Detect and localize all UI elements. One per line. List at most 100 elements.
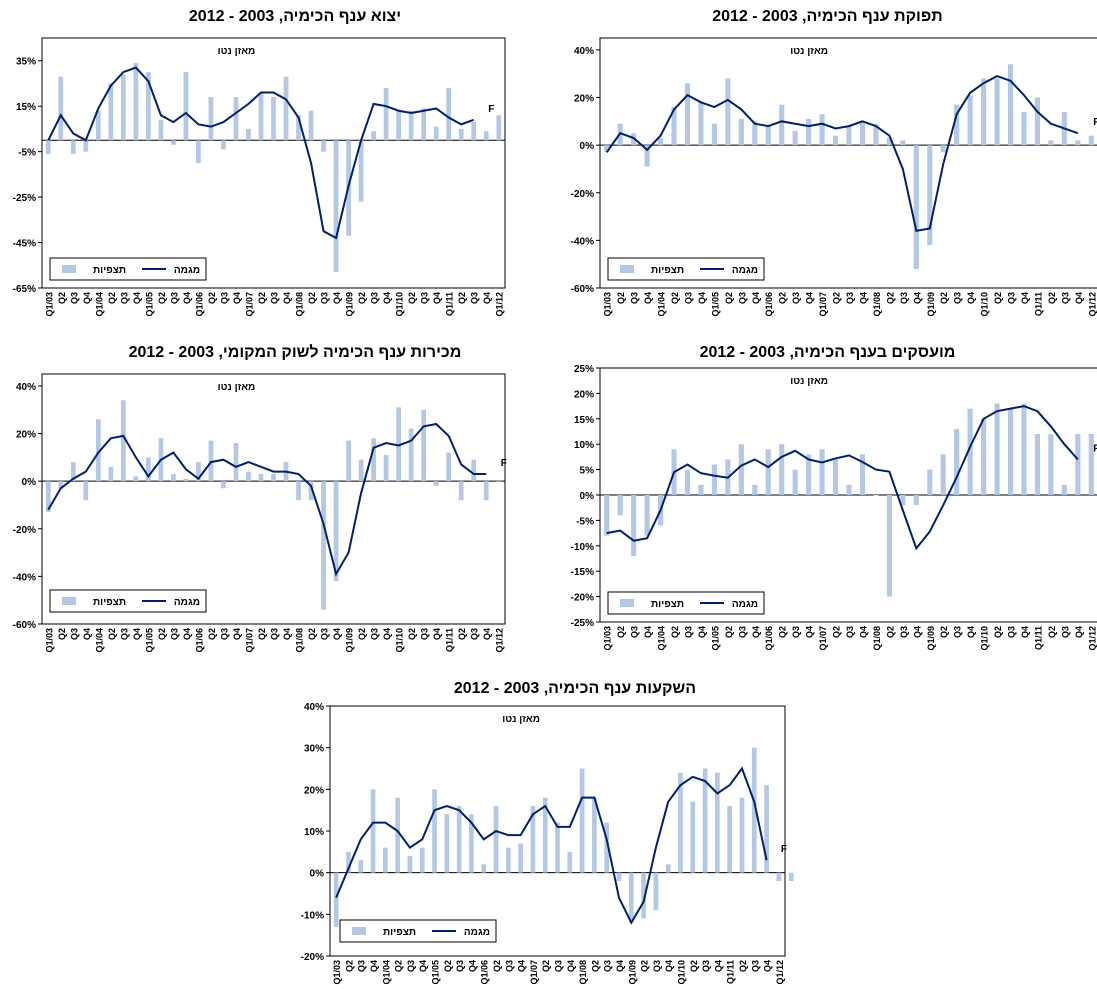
bar	[383, 847, 388, 873]
x-tick-label: Q1/06	[194, 292, 204, 317]
forecast-mark: F	[501, 458, 507, 469]
y-tick-label: -10%	[301, 910, 324, 921]
bar	[371, 438, 376, 482]
bar	[631, 495, 637, 556]
bar	[95, 419, 101, 482]
bar	[271, 474, 276, 482]
y-tick-label: -10%	[571, 542, 594, 553]
bar	[738, 444, 744, 495]
legend-bar-swatch	[352, 927, 366, 935]
bar	[628, 872, 634, 923]
x-tick-label: Q1/03	[44, 628, 54, 653]
bar	[927, 145, 933, 246]
x-tick-label: Q2	[993, 626, 1003, 638]
chart-title: יצוא ענף הכימיה, 2003 - 2012	[188, 8, 402, 25]
forecast-mark: F	[781, 844, 787, 855]
y-tick-label: -60%	[571, 284, 594, 295]
bar	[1021, 403, 1027, 495]
bar	[832, 459, 839, 495]
x-tick-label: Q1/10	[395, 628, 405, 653]
x-tick-label: Q1/09	[345, 628, 355, 653]
x-tick-label: Q4	[369, 960, 379, 972]
legend-label-trend: מגמה	[732, 599, 758, 610]
bar	[471, 122, 477, 141]
x-tick-label: Q3	[603, 960, 613, 972]
x-tick-label: Q1/03	[44, 292, 54, 317]
bar	[145, 72, 151, 141]
chart-svg-employees: 25% 20% 15% 10% 5% 0% -5% -10% -15% -20% -25% מאזן …	[571, 364, 1097, 651]
bar	[433, 126, 439, 141]
x-tick-label: Q4	[566, 960, 576, 972]
x-tick-label: Q4	[382, 628, 392, 640]
x-tick-label: Q1/09	[926, 626, 936, 651]
y-tick-label: 35%	[16, 57, 36, 68]
y-tick-label: -20%	[571, 593, 594, 604]
bar	[421, 108, 427, 141]
bar	[1088, 434, 1094, 495]
x-tick-label: Q4	[1020, 292, 1030, 304]
bar	[690, 801, 696, 873]
x-tick-label: Q2	[107, 628, 117, 640]
x-tick-label: Q1/08	[578, 960, 588, 985]
chart-title: מכירות ענף הכימיה לשוק המקומי, 2003 - 20…	[128, 344, 462, 361]
bar	[296, 481, 301, 501]
x-tick-label: Q1/04	[381, 960, 391, 985]
bar	[653, 872, 659, 911]
legend-label-expect: תצפיות	[93, 265, 126, 276]
x-tick-label: Q2	[778, 626, 788, 638]
bar	[967, 408, 973, 495]
x-tick-label: Q3	[320, 292, 330, 304]
y-tick-label: -5%	[18, 148, 36, 159]
x-tick-label: Q2	[457, 292, 467, 304]
x-tick-label: Q2	[832, 626, 842, 638]
x-tick-label: Q1/10	[676, 960, 686, 985]
x-tick-label: Q4	[382, 292, 392, 304]
bar	[458, 128, 464, 141]
bar	[1007, 64, 1014, 146]
x-tick-label: Q3	[455, 960, 465, 972]
x-tick-label: Q1/05	[144, 292, 154, 317]
x-tick-label: Q2	[457, 628, 467, 640]
bar	[900, 140, 906, 146]
x-tick-label: Q3	[219, 292, 229, 304]
y-tick-label: -40%	[571, 236, 594, 247]
x-tick-label: Q3	[69, 292, 79, 304]
x-tick-label: Q4	[432, 292, 442, 304]
x-tick-label: Q3	[1060, 626, 1070, 638]
bar	[233, 443, 239, 482]
x-tick-label: Q1/11	[726, 960, 736, 984]
legend-box	[607, 257, 765, 281]
chart-subtitle: מאזן נטו	[790, 376, 828, 387]
y-tick-label: 15%	[16, 102, 36, 113]
x-tick-label: Q4	[615, 960, 625, 972]
x-tick-label: Q2	[344, 960, 354, 972]
x-tick-label: Q3	[630, 292, 640, 304]
legend-label-trend: מגמה	[464, 927, 490, 938]
bar	[58, 76, 64, 141]
x-tick-label: Q3	[899, 292, 909, 304]
bar	[58, 481, 64, 489]
x-tick-label: Q3	[420, 292, 430, 304]
bar	[994, 403, 1000, 495]
bar	[408, 110, 414, 141]
x-tick-label: Q1/04	[94, 292, 104, 317]
y-tick-label: -20%	[13, 525, 36, 536]
bar	[806, 454, 812, 495]
x-tick-label: Q1/04	[94, 628, 104, 653]
legend-label-expect: תצפיות	[651, 599, 684, 610]
x-tick-label: Q3	[470, 628, 480, 640]
x-tick-label: Q1/03	[603, 626, 613, 651]
x-tick-label: Q4	[751, 292, 761, 304]
bar	[432, 789, 437, 873]
x-tick-label: Q1/09	[926, 292, 936, 317]
x-tick-label: Q3	[701, 960, 711, 972]
x-tick-label: Q3	[737, 626, 747, 638]
bar	[83, 481, 89, 501]
x-tick-label: Q1/12	[495, 628, 505, 653]
x-tick-label: Q4	[282, 628, 292, 640]
x-tick-label: Q1/12	[775, 960, 785, 985]
x-tick-label: Q3	[791, 626, 801, 638]
bar	[1075, 434, 1081, 495]
x-tick-label: Q2	[832, 292, 842, 304]
y-tick-label: -20%	[301, 952, 324, 963]
